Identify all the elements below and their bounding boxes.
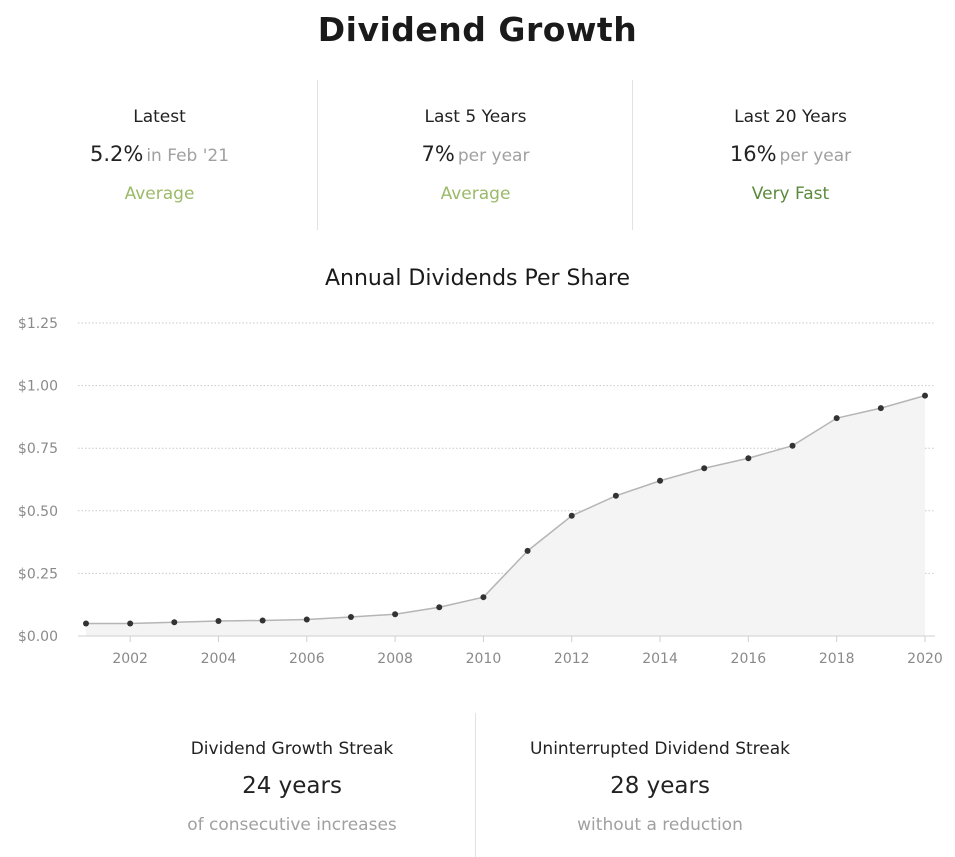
page-title: Dividend Growth [317, 10, 638, 49]
x-tick-label: 2014 [642, 651, 678, 667]
stat-last-5-years: Last 5 Years 7% per year Average [318, 80, 633, 230]
stat-suffix: per year [779, 146, 852, 166]
data-point [215, 617, 222, 624]
streaks-panel: Dividend Growth Streak 24 years of conse… [0, 713, 955, 857]
data-point [171, 619, 178, 626]
x-tick-label: 2012 [554, 651, 590, 667]
stat-value: 5.2% [89, 142, 144, 166]
x-tick-label: 2002 [112, 651, 148, 667]
data-point [347, 613, 354, 620]
stat-value: 16% [729, 142, 777, 166]
y-tick-label: $0.75 [18, 441, 58, 457]
dividends-chart: $0.00$0.25$0.50$0.75$1.00$1.25 2002 2004 2… [18, 316, 943, 667]
data-point [392, 611, 399, 618]
data-point [568, 512, 575, 519]
streaks-divider [475, 713, 476, 857]
data-point [657, 477, 664, 484]
stats-divider [317, 80, 318, 230]
area-layer [86, 394, 926, 636]
data-point [436, 604, 443, 611]
x-tick-label: 2006 [289, 651, 325, 667]
x-tick-label: 2004 [201, 651, 237, 667]
stat-label: Last 5 Years [424, 107, 527, 127]
stats-panel: Latest 5.2% in Feb '21 Average Last 5 Yea… [0, 80, 955, 230]
y-tick-label: $0.50 [18, 504, 58, 520]
x-tick-labels: 2002 2004 2006 2008 2010 2012 2014 2016 2018 2020 [112, 651, 942, 667]
x-tick-label: 2016 [731, 651, 767, 667]
x-axis [78, 635, 935, 642]
y-tick-label: $0.25 [18, 566, 58, 582]
stat-value: 7% [421, 142, 455, 166]
stats-divider [632, 80, 633, 230]
data-point [701, 465, 708, 472]
y-tick-label: $1.25 [18, 316, 58, 332]
data-point [922, 392, 928, 399]
y-tick-label: $0.00 [18, 629, 58, 645]
series-line [86, 394, 926, 625]
streak-label: Uninterrupted Dividend Streak [529, 739, 790, 759]
streak-value: 24 years [242, 773, 342, 799]
stat-latest: Latest 5.2% in Feb '21 Average [2, 80, 317, 230]
streak-note: without a reduction [577, 815, 743, 835]
area-fill [86, 395, 925, 636]
stat-label: Last 20 Years [734, 107, 847, 127]
y-tick-label: $1.00 [18, 379, 58, 395]
data-point [877, 405, 884, 412]
stat-last-20-years: Last 20 Years 16% per year Very Fast [633, 80, 948, 230]
x-tick-label: 2020 [907, 651, 943, 667]
streak-note: of consecutive increases [187, 815, 397, 835]
stat-rating: Average [440, 184, 511, 204]
data-point [480, 594, 487, 601]
streak-value: 28 years [610, 773, 710, 799]
data-point [789, 442, 796, 449]
chart-title: Annual Dividends Per Share [324, 266, 631, 291]
y-tick-labels: $0.00 $0.25 $0.50 $0.75 $1.00 $1.25 [18, 316, 58, 645]
stat-label: Latest [133, 107, 186, 127]
x-tick-label: 2010 [466, 651, 502, 667]
x-tick-label: 2018 [819, 651, 855, 667]
stat-suffix: per year [457, 146, 530, 166]
data-point [524, 547, 531, 554]
stat-rating: Average [124, 184, 195, 204]
data-point [127, 620, 134, 627]
data-point [833, 415, 840, 422]
data-point [259, 617, 266, 624]
data-point [745, 455, 752, 462]
data-point [83, 620, 89, 627]
stat-suffix: in Feb '21 [146, 146, 230, 166]
data-point [303, 616, 310, 623]
streak-label: Dividend Growth Streak [190, 739, 394, 759]
data-point [612, 492, 619, 499]
x-tick-label: 2008 [377, 651, 413, 667]
stat-rating: Very Fast [751, 184, 830, 204]
data-points [83, 392, 928, 627]
